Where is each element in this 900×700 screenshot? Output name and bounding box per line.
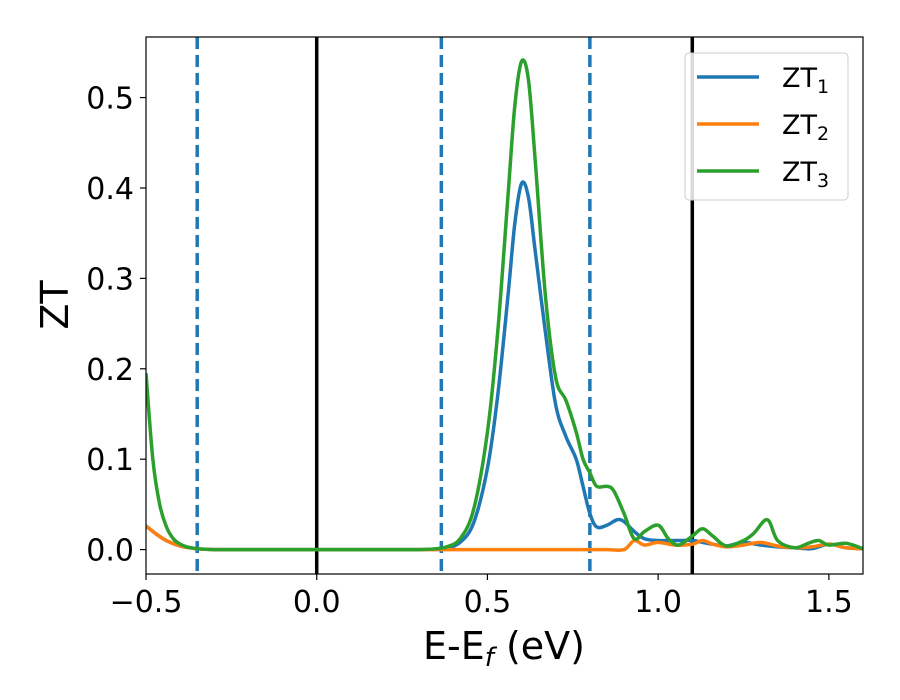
y-tick-label: 0.2 xyxy=(86,353,134,388)
series-line-zt3 xyxy=(146,58,863,552)
y-tick-label: 0.4 xyxy=(86,172,134,207)
x-tick-label: 0.5 xyxy=(464,585,512,620)
y-tick-label: 0.5 xyxy=(86,82,134,117)
series-lines xyxy=(146,58,863,553)
legend-box xyxy=(684,52,849,201)
x-tick-label: −0.5 xyxy=(110,585,183,620)
legend-label-zt2: ZT2 xyxy=(782,110,829,145)
plot-frame xyxy=(145,36,864,575)
x-axis-label: E-Ef (eV) xyxy=(423,624,585,673)
x-axis: −0.5 0.0 0.5 1.0 1.5 xyxy=(110,574,853,620)
x-tick-label: 1.5 xyxy=(805,585,853,620)
legend-label-zt3: ZT3 xyxy=(782,157,829,192)
y-tick-label: 0.3 xyxy=(86,262,134,297)
reference-lines xyxy=(195,37,695,574)
x-tick-label: 1.0 xyxy=(634,585,682,620)
y-axis: 0.0 0.1 0.2 0.3 0.4 0.5 xyxy=(86,82,146,569)
legend-label-zt1: ZT1 xyxy=(782,63,829,98)
y-tick-label: 0.1 xyxy=(86,443,134,478)
y-tick-label: 0.0 xyxy=(86,534,134,569)
x-tick-label: 0.0 xyxy=(293,585,341,620)
legend: ZT1 ZT2 ZT3 xyxy=(684,52,849,201)
y-axis-label: ZT xyxy=(33,280,77,330)
